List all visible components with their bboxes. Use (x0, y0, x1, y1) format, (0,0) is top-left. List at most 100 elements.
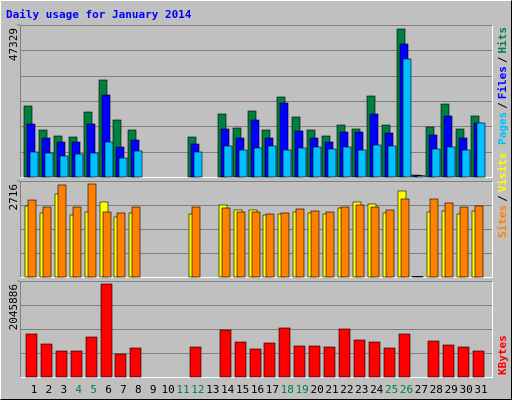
bar (27, 199, 37, 278)
bar (55, 350, 68, 378)
bar (44, 152, 54, 178)
x-tick-label: 28 (430, 383, 443, 396)
bar (325, 211, 335, 278)
bar (89, 152, 99, 178)
bar (29, 151, 39, 178)
legend: Pages / Files / Hits (496, 27, 509, 145)
bar (446, 146, 456, 178)
bar (342, 146, 352, 178)
x-tick-label: 1 (31, 383, 38, 396)
bar (234, 341, 247, 378)
panel-border-dark (20, 25, 493, 178)
bar (282, 149, 292, 178)
bar (398, 333, 411, 378)
bar (474, 205, 484, 278)
bar (310, 210, 320, 278)
legend-entry: KBytes (496, 335, 509, 375)
legend-separator: / (496, 102, 509, 109)
x-tick-label: 10 (161, 383, 174, 396)
legend-entry: Files (496, 66, 509, 99)
bar (444, 202, 454, 278)
bar (442, 344, 455, 378)
bar (221, 207, 231, 278)
bar (40, 343, 53, 378)
x-tick-label: 23 (355, 383, 368, 396)
x-tick-label: 8 (135, 383, 142, 396)
bar (267, 145, 277, 178)
panel-border-light (20, 181, 493, 278)
x-tick-label: 26 (400, 383, 413, 396)
bar (131, 206, 141, 278)
bar (372, 144, 382, 178)
bar (100, 283, 113, 378)
bar (278, 327, 291, 378)
x-tick-label: 9 (150, 383, 157, 396)
x-tick-label: 19 (296, 383, 309, 396)
bar (133, 150, 143, 178)
bar (370, 206, 380, 278)
legend: Sites / Visits (496, 153, 509, 239)
bar (327, 148, 337, 178)
bar (280, 212, 290, 278)
bar (293, 345, 306, 378)
bar (295, 208, 305, 278)
x-tick-label: 18 (281, 383, 294, 396)
bar (189, 346, 202, 378)
x-tick-label: 22 (340, 383, 353, 396)
x-tick-label: 30 (459, 383, 472, 396)
bar (85, 336, 98, 378)
legend-separator: / (496, 56, 509, 63)
chart-title: Daily usage for January 2014 (6, 8, 192, 21)
bar (387, 145, 397, 178)
x-tick-label: 6 (105, 383, 112, 396)
bar (308, 345, 321, 378)
bar (25, 333, 38, 378)
bar (416, 175, 426, 178)
bar (74, 153, 84, 178)
legend-entry: Pages (496, 112, 509, 145)
bar (472, 350, 485, 378)
bar (414, 275, 424, 278)
bar (431, 148, 441, 178)
bar (368, 341, 381, 378)
x-tick-label: 2 (46, 383, 53, 396)
bar (57, 184, 67, 278)
bar (114, 353, 127, 378)
bar (383, 347, 396, 378)
x-tick-label: 27 (415, 383, 428, 396)
bar (238, 149, 248, 178)
bar (427, 340, 440, 378)
x-tick-label: 15 (236, 383, 249, 396)
panel-border-dark (20, 281, 493, 378)
bar (323, 346, 336, 378)
panel-border-light (20, 281, 493, 378)
bar (70, 350, 83, 378)
x-tick-label: 17 (266, 383, 279, 396)
bar (118, 157, 128, 178)
y-tick-label: 2716 (7, 184, 20, 211)
panel-border-light (20, 25, 493, 178)
x-tick-label: 7 (120, 383, 127, 396)
bar (312, 146, 322, 178)
bar (249, 348, 262, 378)
x-tick-label: 25 (385, 383, 398, 396)
x-tick-label: 31 (474, 383, 487, 396)
bar (193, 151, 203, 178)
x-tick-label: 4 (75, 383, 82, 396)
x-tick-label: 5 (90, 383, 97, 396)
x-tick-label: 16 (251, 383, 264, 396)
bar (429, 198, 439, 278)
bar (357, 149, 367, 178)
bar (402, 58, 412, 178)
panel-border-dark (20, 181, 493, 278)
x-tick-label: 14 (221, 383, 235, 396)
legend-separator: / (496, 195, 509, 202)
bar (42, 206, 52, 278)
bar (476, 122, 486, 178)
x-tick-label: 12 (191, 383, 204, 396)
y-tick-label: 47329 (7, 28, 20, 61)
bar (400, 198, 410, 278)
bar (457, 346, 470, 378)
